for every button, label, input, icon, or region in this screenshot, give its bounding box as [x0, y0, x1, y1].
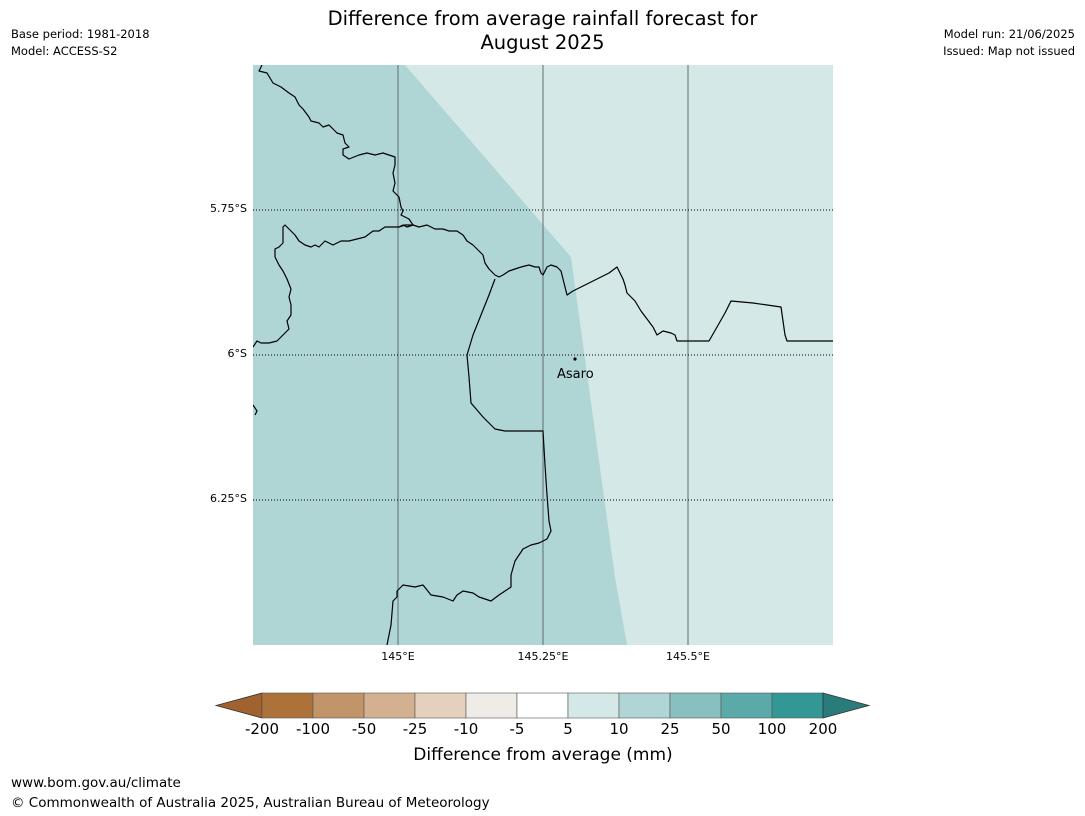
boundary-ridge [398, 224, 833, 342]
rainfall-map: Asaro [253, 65, 833, 645]
colorbar-tick-label: -5 [509, 720, 525, 738]
boundary-edge [253, 404, 258, 416]
boundary-north [253, 65, 414, 348]
metadata-right: Model run: 21/06/2025 Issued: Map not is… [943, 26, 1075, 60]
colorbar-segment [618, 692, 671, 719]
lon-label-145e: 145°E [381, 650, 415, 663]
colorbar-over-arrow [822, 692, 871, 719]
colorbar-segment [771, 692, 824, 719]
lat-label-5-75s: 5.75°S [210, 202, 247, 215]
colorbar-tick-label: -10 [453, 720, 479, 738]
asaro-marker [573, 357, 577, 361]
colorbar-segment [720, 692, 773, 719]
model-name: Model: ACCESS-S2 [11, 44, 118, 58]
colorbar-tick-label: -50 [351, 720, 377, 738]
base-period: Base period: 1981-2018 [11, 27, 150, 41]
colorbar-segment [669, 692, 722, 719]
colorbar-segment [414, 692, 467, 719]
colorbar-segments [215, 692, 871, 719]
colorbar-tick-label: 5 [563, 720, 573, 738]
colorbar-tick-label: 25 [660, 720, 680, 738]
title-line-1: Difference from average rainfall forecas… [327, 7, 758, 30]
boundary-south [386, 278, 552, 645]
colorbar-segment [312, 692, 365, 719]
map-title: Difference from average rainfall forecas… [200, 7, 885, 55]
colorbar-tick-label: -25 [402, 720, 428, 738]
colorbar-tick-label: -100 [295, 720, 331, 738]
colorbar-tick-label: 10 [609, 720, 629, 738]
colorbar-under-arrow [215, 692, 263, 719]
colorbar-tick-label: 200 [808, 720, 838, 738]
colorbar-segment [261, 692, 314, 719]
colorbar-segment [465, 692, 518, 719]
lon-label-145-25e: 145.25°E [517, 650, 569, 663]
footer-copyright: © Commonwealth of Australia 2025, Austra… [11, 795, 490, 811]
colorbar-tick-label: 50 [711, 720, 731, 738]
colorbar-tick-label: 100 [757, 720, 787, 738]
asaro-label: Asaro [557, 367, 594, 382]
colorbar-tick-label: -200 [244, 720, 280, 738]
latitude-gridlines [253, 209, 833, 501]
metadata-left: Base period: 1981-2018 Model: ACCESS-S2 [11, 26, 150, 60]
model-run: Model run: 21/06/2025 [943, 27, 1075, 41]
issued-status: Issued: Map not issued [943, 44, 1075, 58]
colorbar-segment [516, 692, 569, 719]
title-line-2: August 2025 [480, 31, 605, 54]
colorbar-segment [363, 692, 416, 719]
colorbar [215, 692, 871, 719]
colorbar-segment [567, 692, 620, 719]
province-boundaries [253, 65, 833, 645]
lat-label-6-25s: 6.25°S [210, 492, 247, 505]
lon-label-145-5e: 145.5°E [666, 650, 710, 663]
lat-label-6s: 6°S [227, 347, 247, 360]
colorbar-label: Difference from average (mm) [413, 745, 673, 765]
footer-url: www.bom.gov.au/climate [11, 775, 181, 791]
